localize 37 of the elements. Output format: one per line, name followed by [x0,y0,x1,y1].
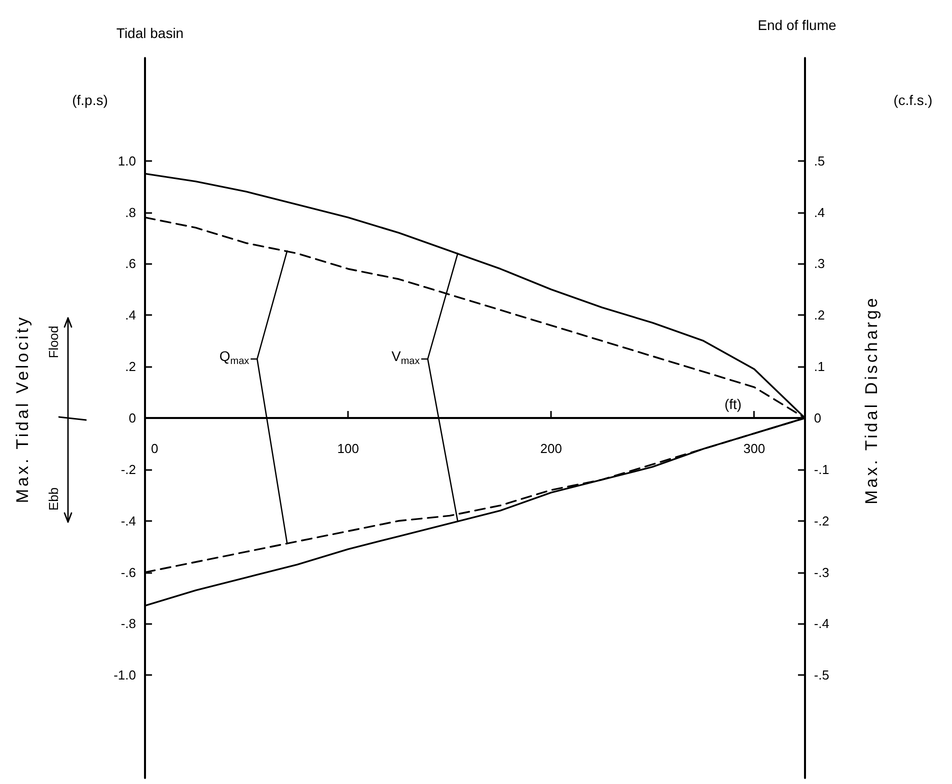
text: Ebb [46,487,60,511]
y2-tick-label: -.5 [814,668,830,683]
y2-tick-label: .5 [814,153,825,168]
x-tick-label: 0 [151,441,158,456]
y2-tick-label: .2 [814,308,825,323]
y-tick-label: .8 [125,204,136,220]
y2-tick-label: -.3 [814,564,830,580]
y2-tick-label: 0 [814,410,822,426]
y-tick-label: .6 [125,256,136,272]
text: (c.f.s.) [894,92,932,108]
x-tick-label: 100 [337,441,359,456]
annotation: Q$_{max}$ [219,348,250,367]
y-tick-label: .2 [125,359,136,374]
text: Tidal basin [116,25,184,41]
y-axis-title: Max. Tidal Velocity [12,314,32,504]
annotation: V$_{max}$ [391,348,420,367]
y2-tick-label: -.4 [814,616,830,632]
y2-tick-label: .1 [814,359,825,374]
y2-axis-title: Max. Tidal Discharge [862,296,880,504]
y2-tick-label: .4 [814,204,825,220]
text: End of flume [758,17,837,33]
y2-tick-label: -.2 [814,513,830,528]
y-tick-label: -.6 [120,564,136,580]
y2-tick-label: .3 [814,256,825,272]
x-axis-title: (ft) [724,396,742,412]
text: (f.p.s) [72,92,108,108]
y-tick-label: -.4 [120,513,136,528]
y-tick-label: -.8 [120,616,136,632]
y-tick-label: -1.0 [114,668,136,683]
y-tick-label: -.2 [120,462,136,477]
y-tick-label: .4 [125,308,136,323]
y2-tick-label: -.1 [814,462,830,477]
y-tick-label: 0 [128,410,136,426]
text: Flood [46,326,60,358]
x-tick-label: 300 [743,441,766,456]
y-tick-label: 1.0 [118,153,136,168]
x-tick-label: 200 [540,441,562,456]
